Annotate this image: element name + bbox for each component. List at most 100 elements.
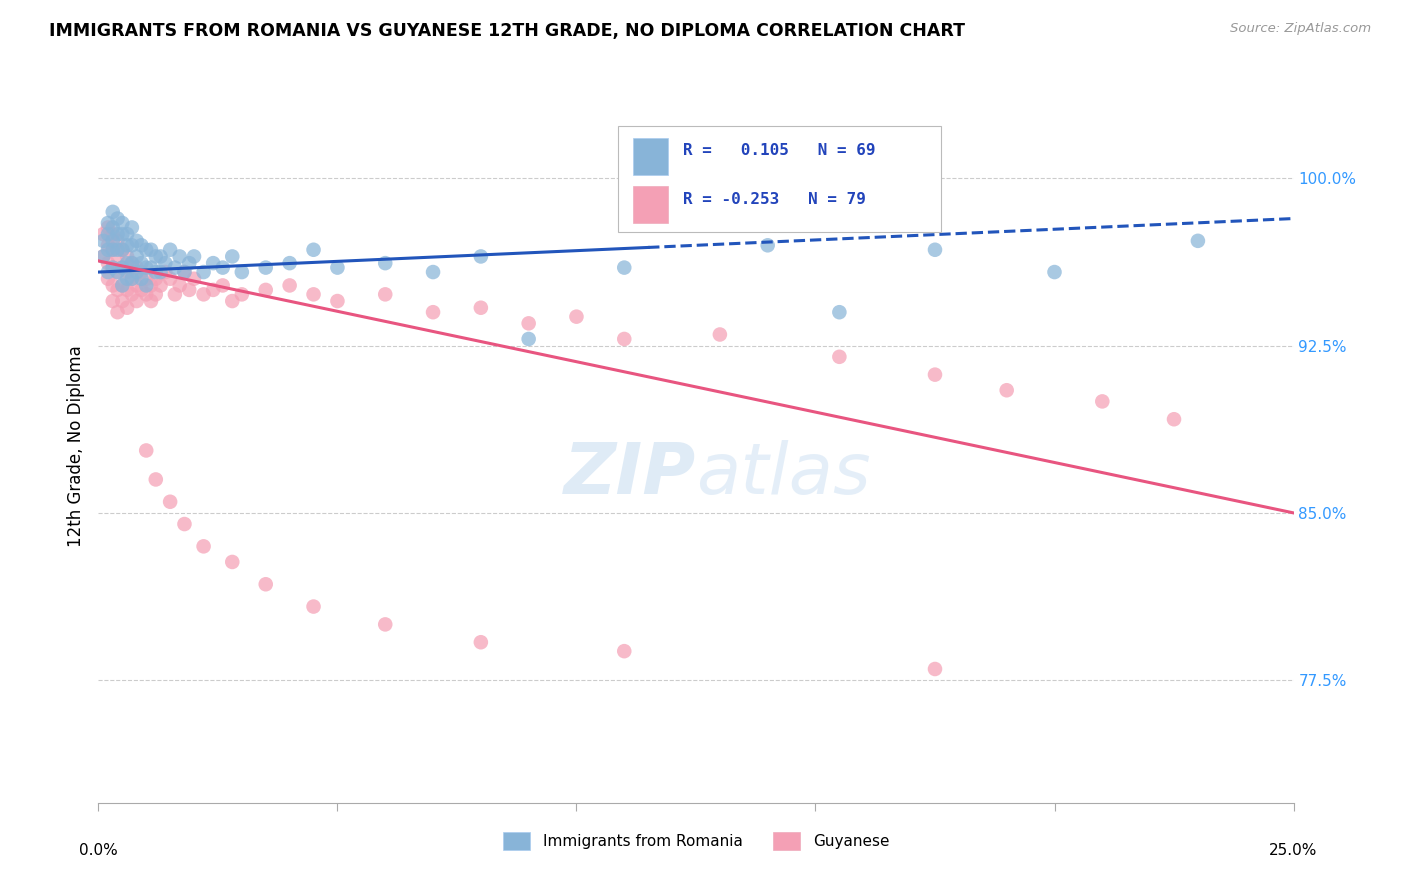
Point bbox=[221, 555, 243, 569]
Point bbox=[115, 283, 138, 297]
Text: ZIP: ZIP bbox=[564, 440, 696, 509]
Point bbox=[302, 599, 325, 614]
Point bbox=[211, 278, 233, 293]
Point bbox=[135, 243, 157, 257]
Point bbox=[302, 287, 325, 301]
Point bbox=[97, 271, 120, 285]
Point bbox=[145, 271, 167, 285]
Text: Source: ZipAtlas.com: Source: ZipAtlas.com bbox=[1230, 22, 1371, 36]
Point bbox=[202, 256, 225, 270]
Point bbox=[924, 243, 946, 257]
Point bbox=[173, 516, 195, 531]
Point bbox=[139, 260, 162, 275]
Bar bbox=[633, 186, 668, 224]
Point bbox=[221, 250, 243, 264]
Point bbox=[173, 265, 195, 279]
Point bbox=[422, 265, 444, 279]
Point bbox=[91, 227, 114, 241]
Text: R = -0.253   N = 79: R = -0.253 N = 79 bbox=[683, 192, 866, 207]
Point bbox=[107, 283, 129, 297]
Point bbox=[121, 238, 143, 252]
Point bbox=[173, 265, 195, 279]
Point bbox=[131, 283, 153, 297]
Point bbox=[422, 305, 444, 319]
Point bbox=[125, 278, 148, 293]
Point bbox=[107, 265, 129, 279]
Point bbox=[470, 301, 492, 315]
Point bbox=[278, 278, 301, 293]
Point bbox=[125, 234, 148, 248]
Point bbox=[97, 265, 120, 279]
Point bbox=[101, 243, 124, 257]
Point bbox=[97, 220, 120, 235]
Point bbox=[115, 265, 138, 279]
Point bbox=[149, 265, 172, 279]
Point bbox=[163, 287, 186, 301]
Point bbox=[107, 305, 129, 319]
Point bbox=[97, 216, 120, 230]
Point bbox=[121, 271, 143, 285]
Point bbox=[193, 287, 215, 301]
Point bbox=[121, 256, 143, 270]
Point bbox=[139, 243, 162, 257]
Point bbox=[111, 260, 134, 275]
Point bbox=[828, 350, 851, 364]
Bar bbox=[633, 137, 668, 175]
Point bbox=[101, 243, 124, 257]
Point bbox=[149, 278, 172, 293]
Point bbox=[101, 260, 124, 275]
Point bbox=[111, 260, 134, 275]
Point bbox=[613, 332, 636, 346]
Point bbox=[169, 278, 191, 293]
Point bbox=[111, 227, 134, 241]
Point bbox=[125, 293, 148, 308]
Point bbox=[145, 250, 167, 264]
Point bbox=[107, 227, 129, 241]
Point bbox=[613, 644, 636, 658]
Point bbox=[91, 234, 114, 248]
Point bbox=[97, 256, 120, 270]
Point bbox=[211, 260, 233, 275]
Point bbox=[111, 243, 134, 257]
Point bbox=[115, 238, 138, 252]
Point bbox=[179, 283, 201, 297]
Point bbox=[183, 250, 205, 264]
Point bbox=[111, 293, 134, 308]
Point bbox=[1043, 265, 1066, 279]
Point bbox=[565, 310, 588, 324]
Point bbox=[470, 250, 492, 264]
Point bbox=[517, 316, 540, 330]
Point bbox=[159, 243, 181, 257]
Point bbox=[111, 278, 134, 293]
Point bbox=[125, 265, 148, 279]
Point bbox=[135, 443, 157, 458]
Point bbox=[135, 287, 157, 301]
Y-axis label: 12th Grade, No Diploma: 12th Grade, No Diploma bbox=[66, 345, 84, 547]
Point bbox=[121, 256, 143, 270]
Point bbox=[709, 327, 731, 342]
Point bbox=[1163, 412, 1185, 426]
Point bbox=[97, 227, 120, 241]
Point bbox=[131, 238, 153, 252]
Point bbox=[121, 287, 143, 301]
Text: 0.0%: 0.0% bbox=[79, 843, 118, 858]
Point bbox=[101, 293, 124, 308]
Point bbox=[159, 494, 181, 508]
Point bbox=[302, 243, 325, 257]
Point bbox=[254, 577, 277, 591]
Point bbox=[101, 278, 124, 293]
Point bbox=[169, 250, 191, 264]
Point bbox=[111, 216, 134, 230]
Point bbox=[107, 250, 129, 264]
Point bbox=[374, 287, 396, 301]
Text: R =   0.105   N = 69: R = 0.105 N = 69 bbox=[683, 143, 876, 158]
Point bbox=[374, 617, 396, 632]
Point bbox=[115, 271, 138, 285]
Point bbox=[111, 243, 134, 257]
Point bbox=[107, 243, 129, 257]
Point bbox=[135, 271, 157, 285]
Point bbox=[828, 305, 851, 319]
Point bbox=[107, 211, 129, 226]
Point bbox=[231, 287, 253, 301]
Point bbox=[231, 265, 253, 279]
